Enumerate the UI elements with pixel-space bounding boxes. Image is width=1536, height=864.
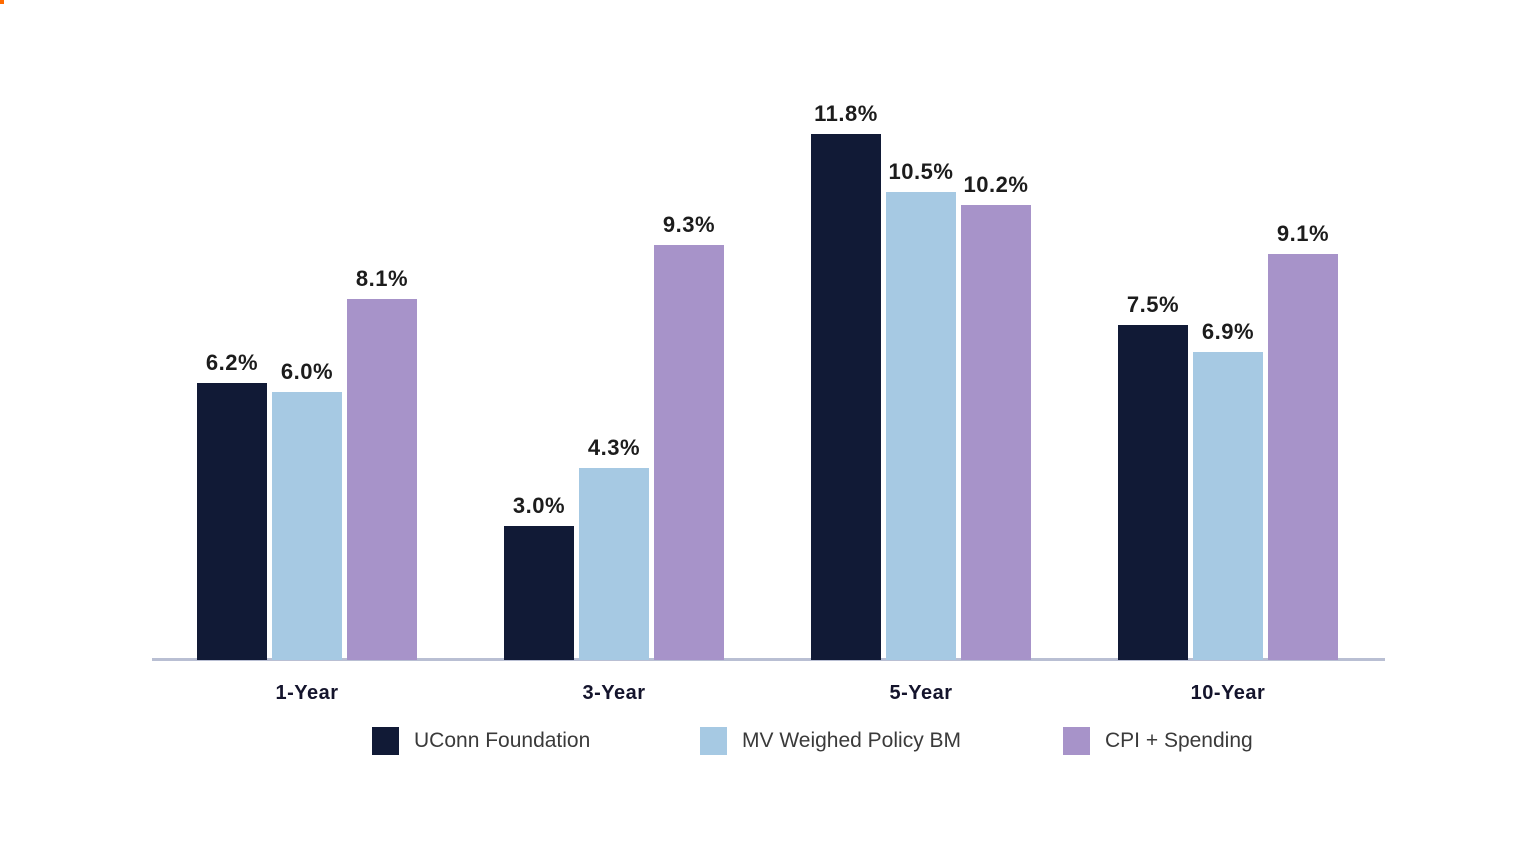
bar-column: 11.8% [811, 101, 881, 660]
bar-value-label: 6.0% [280, 359, 334, 384]
bar-value-label: 9.3% [662, 212, 716, 237]
legend-label: UConn Foundation [414, 729, 591, 752]
x-axis-label-3-year: 3-Year [582, 682, 646, 704]
bar-1-year-mv-weighed-policy-bm [272, 392, 342, 660]
bar-value-label: 6.9% [1201, 319, 1255, 344]
legend-item-mv-weighed-policy-bm: MV Weighed Policy BM [700, 727, 961, 755]
bar-column: 6.9% [1193, 319, 1263, 660]
bar-group-5-year: 11.8% 10.5% 10.2% [811, 101, 1031, 660]
bar-group-10-year: 7.5% 6.9% 9.1% [1118, 221, 1338, 660]
bar-value-label: 6.2% [205, 350, 259, 375]
bar-1-year-cpi-spending [347, 299, 417, 660]
bar-10-year-mv-weighed-policy-bm [1193, 352, 1263, 660]
legend-swatch-mv-weighed-policy-bm [700, 727, 727, 755]
bar-value-label: 8.1% [355, 266, 409, 291]
bar-1-year-uconn-foundation [197, 383, 267, 660]
bar-group-3-year: 3.0% 4.3% 9.3% [504, 212, 724, 660]
legend: UConn Foundation MV Weighed Policy BM CP… [0, 727, 1536, 761]
bar-column: 6.2% [197, 350, 267, 660]
bar-value-label: 10.2% [963, 172, 1029, 197]
legend-item-uconn-foundation: UConn Foundation [372, 727, 590, 755]
bar-group-1-year: 6.2% 6.0% 8.1% [197, 266, 417, 660]
bar-column: 9.1% [1268, 221, 1338, 660]
bar-10-year-uconn-foundation [1118, 325, 1188, 660]
bar-column: 10.5% [886, 159, 956, 660]
bar-value-label: 10.5% [888, 159, 954, 184]
bar-5-year-uconn-foundation [811, 134, 881, 660]
bar-3-year-uconn-foundation [504, 526, 574, 660]
bar-5-year-cpi-spending [961, 205, 1031, 660]
bar-value-label: 3.0% [512, 493, 566, 518]
corner-artifact-dot [0, 0, 4, 4]
legend-swatch-uconn-foundation [372, 727, 399, 755]
bar-value-label: 9.1% [1276, 221, 1330, 246]
legend-item-cpi-spending: CPI + Spending [1063, 727, 1253, 755]
legend-swatch-cpi-spending [1063, 727, 1090, 755]
bar-column: 4.3% [579, 435, 649, 660]
bar-value-label: 4.3% [587, 435, 641, 460]
bar-5-year-mv-weighed-policy-bm [886, 192, 956, 660]
bar-column: 6.0% [272, 359, 342, 660]
bar-column: 8.1% [347, 266, 417, 660]
legend-label: CPI + Spending [1105, 729, 1253, 752]
bar-3-year-mv-weighed-policy-bm [579, 468, 649, 660]
x-axis-label-1-year: 1-Year [275, 682, 339, 704]
bar-column: 7.5% [1118, 292, 1188, 660]
bar-value-label: 11.8% [814, 101, 878, 126]
bar-column: 10.2% [961, 172, 1031, 660]
legend-label: MV Weighed Policy BM [742, 729, 962, 752]
x-axis-label-5-year: 5-Year [889, 682, 953, 704]
x-axis-label-10-year: 10-Year [1190, 682, 1266, 704]
bar-3-year-cpi-spending [654, 245, 724, 660]
bar-value-label: 7.5% [1126, 292, 1180, 317]
bar-column: 9.3% [654, 212, 724, 660]
bar-10-year-cpi-spending [1268, 254, 1338, 660]
x-axis-line [152, 658, 1385, 661]
bar-column: 3.0% [504, 493, 574, 660]
plot-area: 6.2% 6.0% 8.1% 3.0% 4.3% 9.3% 11.8% 10.5% 10.2% 7… [197, 101, 1338, 660]
